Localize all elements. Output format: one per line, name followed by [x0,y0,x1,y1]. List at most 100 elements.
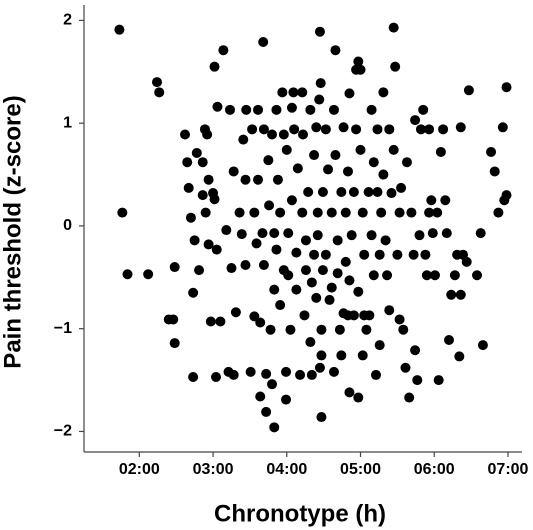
point [326,282,337,293]
point [247,124,258,135]
point [412,375,423,386]
point [316,350,327,361]
point [257,228,268,239]
point [344,387,355,398]
x-tick-label: 04:00 [266,461,307,478]
y-tick-label: 2 [63,12,72,29]
point [267,129,278,140]
point [463,85,474,96]
point [372,124,383,135]
point [238,134,249,145]
point [353,392,364,403]
point [218,45,229,56]
point [261,406,272,417]
point [432,207,443,218]
point [394,207,405,218]
point [314,94,325,105]
point [312,207,323,218]
point [306,277,317,288]
point [230,307,241,318]
point [380,235,391,246]
point [435,146,446,157]
point [253,104,264,115]
point [234,207,245,218]
point [283,270,294,281]
point [344,88,355,99]
point [378,169,389,180]
point [281,366,292,377]
point [183,182,194,193]
point [328,104,339,115]
point [330,150,341,161]
point [271,104,282,115]
point [376,207,387,218]
point [197,190,208,201]
point [314,26,325,37]
y-tick-label: 1 [63,114,72,131]
point [323,164,334,175]
point [285,324,296,335]
point [312,230,323,241]
point [245,366,256,377]
point [168,314,179,325]
point [258,36,269,47]
point [330,45,341,56]
point [306,369,317,380]
x-tick-label: 07:00 [488,461,529,478]
point [317,187,328,198]
point [169,262,180,273]
point [303,187,314,198]
point [203,174,214,185]
point [332,235,343,246]
y-axis-title: Pain threshold (z-score) [0,95,26,368]
point [368,157,379,168]
point [351,124,362,135]
point [182,157,193,168]
point [240,174,251,185]
point [210,371,221,382]
y-tick-label: −2 [54,423,72,440]
point [305,104,316,115]
point [472,270,483,281]
point [226,263,237,274]
point [211,244,222,255]
point [315,78,326,89]
point [297,87,308,98]
point [374,249,385,260]
point [336,187,347,198]
x-tick-label: 02:00 [119,461,160,478]
point [283,228,294,239]
point [267,379,278,390]
point [317,265,328,276]
point [353,56,364,67]
point [225,104,235,115]
point [212,101,223,112]
point [189,235,200,246]
point [444,334,454,345]
point [202,129,213,140]
point [414,230,425,241]
point [421,270,432,281]
point [324,294,335,305]
point [390,61,401,72]
point [205,316,216,327]
point [191,147,202,158]
point [371,369,381,380]
point [342,166,353,177]
point [269,422,280,433]
point [382,270,393,281]
point [278,129,289,140]
y-tick-label: −1 [54,320,72,337]
point [203,239,214,250]
point [368,270,379,281]
point [249,207,260,218]
point [378,87,389,98]
point [386,188,397,199]
point [406,207,417,218]
point [408,249,419,260]
point [340,207,351,218]
point [497,122,508,133]
point [426,195,437,206]
point [388,144,399,155]
